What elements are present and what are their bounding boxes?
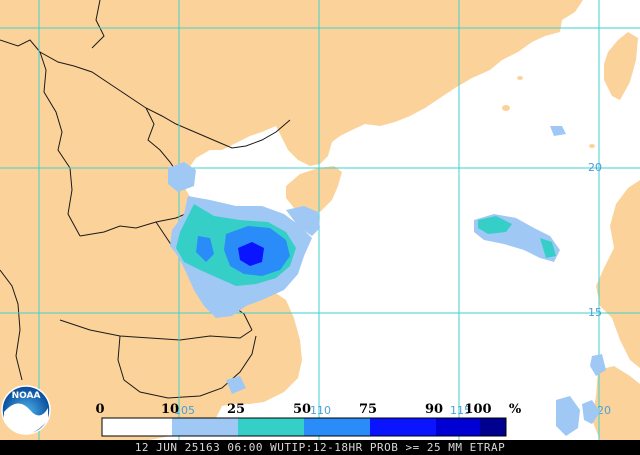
legend-swatch-0	[102, 418, 172, 436]
lon-label-105: 105	[174, 404, 195, 417]
legend-swatch-3	[304, 418, 370, 436]
lat-lon-grid	[0, 0, 640, 440]
legend-label-10: 10	[161, 402, 179, 417]
mainland-landmass	[0, 0, 583, 440]
legend-swatch-1	[172, 418, 238, 436]
legend-label-0: 0	[95, 402, 104, 417]
legend-label-75: 75	[359, 402, 377, 417]
taiwan-island	[604, 32, 638, 100]
legend-label-25: 25	[227, 402, 245, 417]
small-islands	[502, 76, 595, 148]
legend-swatch-6	[480, 418, 506, 436]
legend-label-percent: %	[509, 402, 522, 417]
legend-label-50: 50	[293, 402, 311, 417]
product-info-footer: 12 JUN 25163 06:00 WUTIP:12-18HR PROB >=…	[0, 440, 640, 455]
hainan-island	[286, 166, 342, 214]
noaa-logo-icon: NOAA	[1, 385, 51, 435]
legend-swatch-4	[370, 418, 436, 436]
noaa-logo-text: NOAA	[12, 391, 41, 401]
legend-colorbar	[101, 417, 507, 437]
lon-label-115: 115	[450, 404, 471, 417]
philippines-landmass	[596, 180, 640, 368]
legend-frame	[101, 417, 507, 437]
lon-label-110: 110	[310, 404, 331, 417]
lat-label-15: 15	[588, 306, 602, 319]
lat-label-20: 20	[588, 161, 602, 174]
legend-labels: 0 10 25 50 75 90 100 %	[95, 402, 521, 417]
legend-swatch-2	[238, 418, 304, 436]
legend-swatch-5	[436, 418, 480, 436]
philippines-south-landmass	[592, 366, 640, 440]
precipitation-probability-map: 20 15 105 110 115 120	[0, 0, 640, 440]
legend-label-90: 90	[425, 402, 443, 417]
probability-area-75-90	[238, 242, 264, 266]
legend-label-100: 100	[464, 402, 491, 417]
